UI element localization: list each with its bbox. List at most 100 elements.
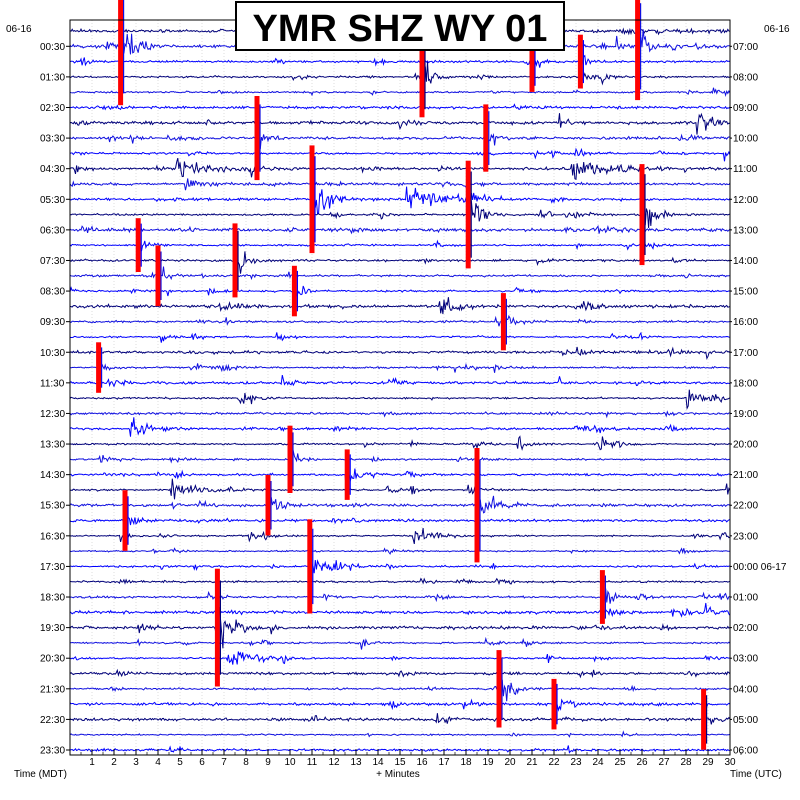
trace-row bbox=[69, 87, 731, 97]
left-hour-tick-label: 13:30 bbox=[40, 440, 65, 451]
right-hour-tick-label: 13:00 bbox=[733, 225, 758, 236]
minute-tick-label: 14 bbox=[372, 757, 384, 768]
clipped-event-marker bbox=[214, 568, 220, 687]
trace-row bbox=[69, 668, 731, 679]
right-hour-tick-label: 22:00 bbox=[733, 501, 758, 512]
left-hour-tick-label: 07:30 bbox=[40, 256, 65, 267]
right-hour-tick-label: 17:00 bbox=[733, 348, 758, 359]
trace-row bbox=[69, 197, 731, 229]
clipped-event-marker bbox=[265, 474, 271, 536]
title-background bbox=[235, 1, 565, 51]
left-hour-tick-label: 08:30 bbox=[40, 287, 65, 298]
trace-row bbox=[69, 528, 731, 545]
trace-row bbox=[69, 61, 731, 91]
right-axis-label: Time (UTC) bbox=[730, 769, 782, 780]
trace-row bbox=[69, 147, 731, 162]
clipped-event-marker bbox=[122, 490, 128, 551]
clipped-event-marker bbox=[419, 36, 425, 118]
right-date-label: 06-16 bbox=[764, 24, 790, 35]
trace-row bbox=[69, 251, 731, 274]
clipped-event-marker bbox=[639, 164, 645, 266]
trace-row bbox=[69, 112, 731, 135]
minute-tick-label: 1 bbox=[89, 757, 95, 768]
left-hour-tick-label: 20:30 bbox=[40, 654, 65, 665]
right-hour-tick-label: 07:00 bbox=[733, 42, 758, 53]
left-hour-tick-label: 12:30 bbox=[40, 409, 65, 420]
minute-tick-label: 7 bbox=[221, 757, 227, 768]
right-hour-tick-label: 14:00 bbox=[733, 256, 758, 267]
clipped-event-marker bbox=[529, 31, 535, 92]
right-hour-tick-label: 04:00 bbox=[733, 684, 758, 695]
right-hour-tick-label: 19:00 bbox=[733, 409, 758, 420]
trace-row bbox=[69, 410, 731, 419]
trace-row bbox=[69, 512, 731, 533]
minute-tick-label: 22 bbox=[548, 757, 560, 768]
clipped-event-marker bbox=[309, 145, 315, 254]
trace-row bbox=[69, 54, 731, 74]
minute-tick-label: 24 bbox=[592, 757, 604, 768]
clipped-event-marker bbox=[344, 449, 350, 500]
trace-row bbox=[69, 698, 731, 712]
left-hour-tick-label: 01:30 bbox=[40, 72, 65, 83]
minute-tick-label: 2 bbox=[111, 757, 117, 768]
left-hour-tick-label: 05:30 bbox=[40, 195, 65, 206]
clipped-event-marker bbox=[500, 293, 506, 351]
clipped-event-marker bbox=[577, 34, 583, 89]
left-hour-tick-label: 09:30 bbox=[40, 317, 65, 328]
minute-tick-label: 6 bbox=[199, 757, 205, 768]
clipped-event-marker bbox=[599, 570, 605, 624]
left-hour-tick-label: 21:30 bbox=[40, 684, 65, 695]
minute-tick-label: 11 bbox=[307, 757, 318, 768]
clipped-event-marker bbox=[701, 689, 707, 750]
minute-tick-label: 18 bbox=[460, 757, 472, 768]
minute-tick-label: 19 bbox=[482, 757, 494, 768]
bottom-axis-ticks: 1 2 3 4 5 6 7 8 9 10 11 12 13 14 15 16 17 18 19 20 21 22 23 24 2… bbox=[69, 749, 742, 768]
clipped-event-marker bbox=[155, 245, 161, 307]
trace-row bbox=[69, 346, 731, 360]
clipped-event-marker bbox=[496, 650, 502, 728]
left-hour-tick-label: 16:30 bbox=[40, 531, 65, 542]
left-axis-label: Time (MDT) bbox=[14, 769, 67, 780]
trace-row bbox=[69, 651, 731, 665]
left-hour-tick-label: 14:30 bbox=[40, 470, 65, 481]
trace-row bbox=[69, 238, 731, 252]
minute-tick-label: 25 bbox=[614, 757, 626, 768]
right-hour-tick-label: 21:00 bbox=[733, 470, 758, 481]
clipped-event-marker bbox=[254, 96, 260, 181]
trace-row bbox=[69, 711, 731, 729]
right-hour-tick-label: 09:00 bbox=[733, 103, 758, 114]
right-hour-tick-label: 16:00 bbox=[733, 317, 758, 328]
left-hour-tick-label: 04:30 bbox=[40, 164, 65, 175]
trace-row bbox=[69, 588, 731, 604]
minute-tick-label: 26 bbox=[636, 757, 648, 768]
trace-row bbox=[69, 607, 731, 649]
clipped-event-marker bbox=[474, 448, 480, 563]
right-hour-tick-label: 00:00 06-17 bbox=[733, 562, 787, 573]
minute-tick-label: 10 bbox=[284, 757, 296, 768]
clipped-event-marker bbox=[135, 218, 141, 272]
trace-row bbox=[69, 362, 731, 375]
minute-tick-label: 27 bbox=[658, 757, 670, 768]
right-hour-tick-label: 15:00 bbox=[733, 287, 758, 298]
left-hour-tick-label: 10:30 bbox=[40, 348, 65, 359]
trace-row bbox=[69, 297, 731, 315]
clipped-event-marker bbox=[232, 223, 238, 298]
minute-tick-label: 8 bbox=[243, 757, 249, 768]
minute-tick-label: 5 bbox=[177, 757, 183, 768]
minute-tick-label: 21 bbox=[526, 757, 538, 768]
trace-row bbox=[69, 266, 730, 281]
minute-tick-label: 23 bbox=[570, 757, 582, 768]
minute-tick-label: 15 bbox=[394, 757, 406, 768]
left-hour-tick-label: 23:30 bbox=[40, 746, 65, 757]
minute-tick-label: 20 bbox=[504, 757, 516, 768]
trace-row bbox=[69, 389, 731, 410]
minute-tick-label: 13 bbox=[350, 757, 362, 768]
left-hour-tick-label: 18:30 bbox=[40, 593, 65, 604]
trace-row bbox=[69, 468, 731, 488]
right-hour-tick-label: 03:00 bbox=[733, 654, 758, 665]
minute-tick-label: 29 bbox=[702, 757, 714, 768]
trace-row bbox=[69, 224, 731, 235]
trace-row bbox=[69, 547, 730, 555]
right-hour-tick-label: 11:00 bbox=[733, 164, 758, 175]
left-hour-tick-label: 00:30 bbox=[40, 42, 65, 53]
